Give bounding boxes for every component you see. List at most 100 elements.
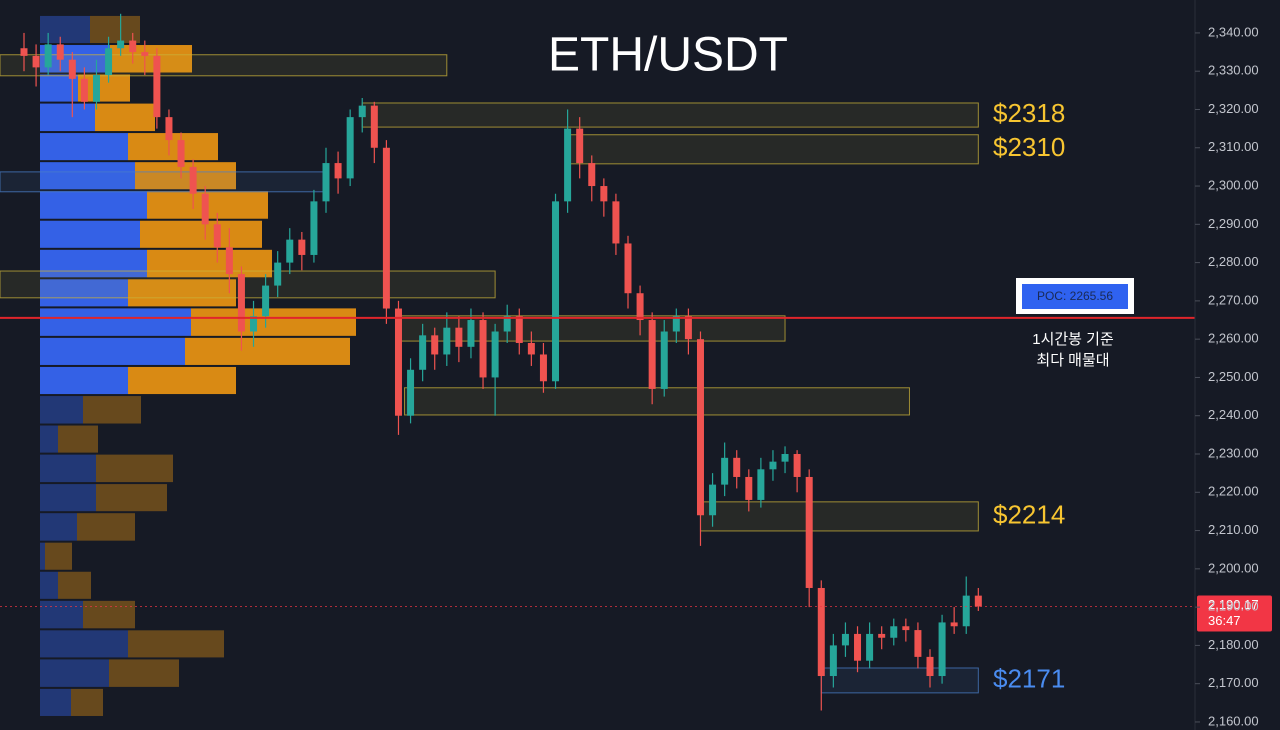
- sell-volume: [71, 688, 103, 716]
- candle-body: [624, 243, 632, 294]
- candle-body: [177, 140, 185, 167]
- candle-body: [757, 469, 765, 500]
- candle-body: [564, 128, 572, 202]
- buy-volume: [40, 600, 83, 629]
- y-tick-label: 2,240.00: [1208, 407, 1259, 422]
- candle-body: [213, 224, 221, 248]
- sell-volume: [90, 15, 140, 44]
- candle-body: [902, 626, 910, 631]
- candle-body: [696, 339, 704, 516]
- candle-body: [733, 457, 741, 477]
- candles: [20, 13, 982, 711]
- candle-body: [274, 262, 282, 286]
- candle-body: [684, 316, 692, 340]
- candle-body: [817, 587, 825, 677]
- poc-label: POC: 2265.56: [1037, 289, 1113, 303]
- candle-body: [552, 201, 560, 382]
- y-tick-label: 2,250.00: [1208, 369, 1259, 384]
- candle-body: [841, 633, 849, 646]
- y-tick-label: 2,220.00: [1208, 484, 1259, 499]
- zone: [699, 501, 979, 532]
- zone: [404, 387, 910, 416]
- buy-volume: [40, 191, 147, 219]
- candle-body: [431, 335, 439, 355]
- sell-volume: [58, 571, 91, 599]
- sell-volume: [128, 279, 236, 307]
- candle-body: [467, 320, 475, 347]
- zone-label: $2318: [993, 98, 1065, 128]
- candle-body: [286, 239, 294, 263]
- buy-volume: [40, 659, 109, 687]
- y-tick-label: 2,270.00: [1208, 292, 1259, 307]
- y-tick-label: 2,320.00: [1208, 101, 1259, 116]
- candle-body: [709, 484, 717, 516]
- candle-body: [105, 48, 113, 76]
- candle-body: [334, 163, 342, 179]
- candle-body: [962, 595, 970, 627]
- sell-volume: [128, 133, 218, 161]
- sell-volume: [128, 366, 236, 395]
- candle-body: [262, 285, 270, 317]
- y-tick-label: 2,340.00: [1208, 24, 1259, 39]
- zone: [361, 102, 979, 128]
- buy-volume: [40, 162, 135, 190]
- zone-label: $2171: [993, 663, 1065, 693]
- candle-body: [890, 626, 898, 638]
- buy-volume: [40, 571, 58, 599]
- buy-volume: [40, 484, 96, 512]
- zone-label: $2214: [993, 499, 1065, 529]
- candle-body: [539, 354, 547, 382]
- candle-body: [866, 633, 874, 661]
- sell-volume: [147, 249, 272, 278]
- y-tick-label: 2,180.00: [1208, 637, 1259, 652]
- candle-body: [721, 457, 729, 485]
- candle-body: [938, 622, 946, 677]
- candle-body: [527, 342, 535, 355]
- candle-body: [153, 55, 161, 118]
- sell-volume: [135, 162, 236, 190]
- candle-body: [950, 622, 958, 627]
- buy-volume: [40, 15, 90, 44]
- chart-title: ETH/USDT: [548, 29, 788, 82]
- buy-volume: [40, 630, 128, 658]
- y-tick-label: 2,330.00: [1208, 63, 1259, 78]
- candle-body: [455, 327, 463, 347]
- candle-body: [310, 201, 318, 255]
- sell-volume: [128, 630, 224, 658]
- candle-body: [322, 163, 330, 202]
- buy-volume: [40, 396, 83, 424]
- y-tick-label: 2,290.00: [1208, 216, 1259, 231]
- zone: [0, 270, 496, 299]
- candle-body: [491, 331, 499, 378]
- last-price-box: [1197, 595, 1272, 632]
- buy-volume: [40, 366, 128, 395]
- sell-volume: [77, 513, 135, 541]
- buy-volume: [40, 279, 128, 307]
- buy-volume: [40, 249, 147, 278]
- zone: [397, 315, 786, 342]
- candle-body: [914, 630, 922, 657]
- buy-volume: [40, 220, 140, 248]
- candle-body: [672, 316, 680, 332]
- candle-body: [394, 308, 402, 416]
- candle-body: [165, 117, 173, 141]
- candle-body: [479, 320, 487, 378]
- candle-body: [117, 40, 125, 49]
- y-tick-label: 2,230.00: [1208, 445, 1259, 460]
- buy-volume: [40, 308, 191, 336]
- buy-volume: [40, 542, 45, 570]
- y-tick-label: 2,190.00: [1208, 599, 1259, 614]
- candle-body: [189, 166, 197, 194]
- buy-volume: [40, 513, 77, 541]
- candle-body: [141, 52, 149, 56]
- zone: [567, 134, 979, 165]
- sell-volume: [83, 396, 141, 424]
- sell-volume: [109, 659, 179, 687]
- buy-volume: [40, 454, 96, 483]
- candle-body: [358, 105, 366, 118]
- candle-body: [805, 476, 813, 588]
- candle-body: [129, 40, 137, 53]
- y-tick-label: 2,160.00: [1208, 713, 1259, 728]
- candle-body: [32, 55, 40, 68]
